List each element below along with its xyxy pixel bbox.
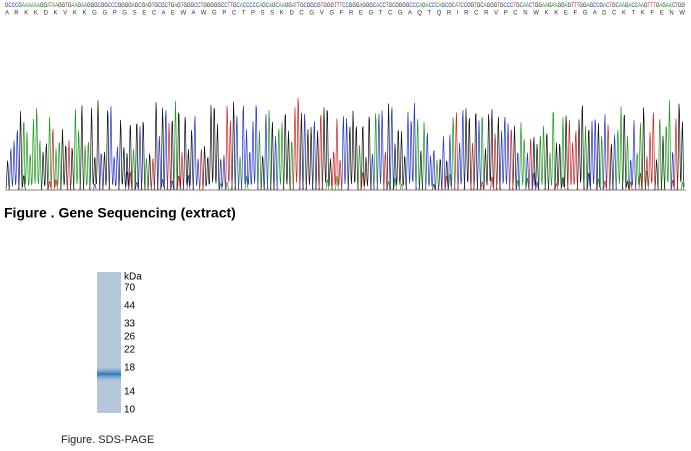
protein-band: [97, 366, 121, 382]
trace: [5, 100, 685, 191]
gel-lane: [97, 272, 121, 413]
marker-label: 33: [124, 319, 136, 330]
marker-label: 18: [124, 363, 136, 374]
marker-label: 26: [124, 332, 136, 343]
marker-label: 10: [124, 405, 136, 416]
marker-label: 44: [124, 301, 136, 312]
marker-label: 22: [124, 345, 136, 356]
unit-label: kDa: [124, 272, 142, 283]
sds-caption: Figure. SDS-PAGE: [61, 434, 154, 446]
dna-sequence: GCCCGAAAAAAGGATAAGGTGAAGAAGGGCGGCCCGGGGA…: [5, 3, 685, 9]
marker-label: 70: [124, 283, 136, 294]
sequencing-caption: Figure . Gene Sequencing (extract): [4, 205, 236, 221]
chromatogram: [5, 98, 685, 191]
marker-label: 14: [124, 387, 136, 398]
protein-sequence: A R K K D K V K K G G P G S E C A E W A …: [5, 11, 685, 17]
